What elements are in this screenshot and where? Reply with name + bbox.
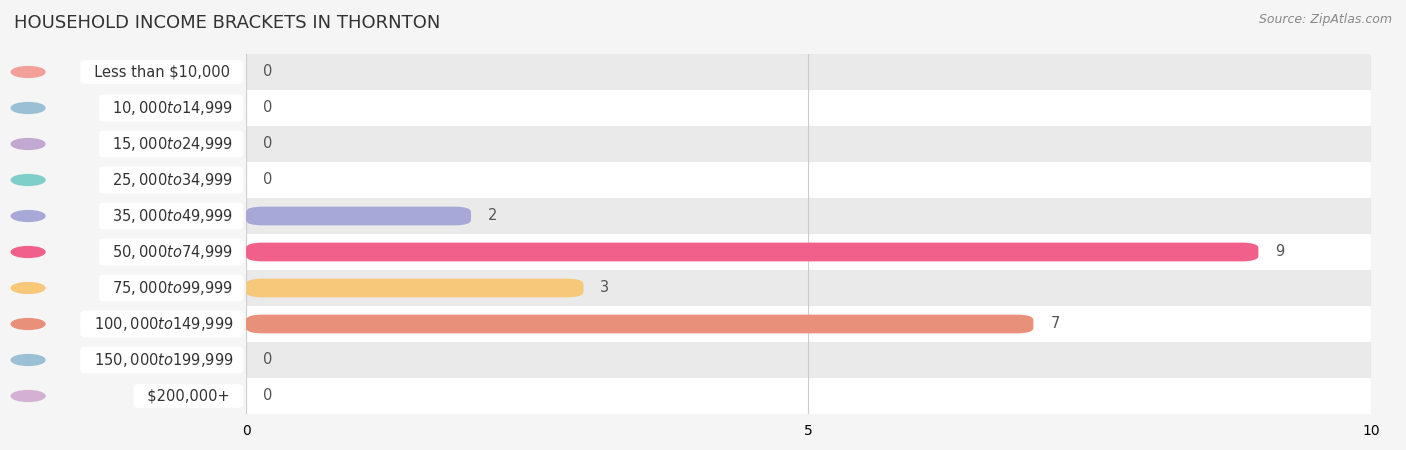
Text: 7: 7	[1050, 316, 1060, 332]
FancyBboxPatch shape	[246, 279, 583, 297]
Text: 0: 0	[263, 172, 273, 188]
Text: 0: 0	[263, 136, 273, 152]
Bar	[246, 126, 1371, 162]
Bar	[246, 90, 1371, 126]
Text: 3: 3	[600, 280, 609, 296]
Text: 0: 0	[263, 64, 273, 80]
Text: $200,000+: $200,000+	[138, 388, 239, 404]
Text: $100,000 to $149,999: $100,000 to $149,999	[84, 315, 239, 333]
Text: 0: 0	[263, 100, 273, 116]
Text: $150,000 to $199,999: $150,000 to $199,999	[84, 351, 239, 369]
Bar	[246, 234, 1371, 270]
Bar	[246, 306, 1371, 342]
Bar	[246, 198, 1371, 234]
FancyBboxPatch shape	[246, 243, 1258, 261]
Text: HOUSEHOLD INCOME BRACKETS IN THORNTON: HOUSEHOLD INCOME BRACKETS IN THORNTON	[14, 14, 440, 32]
Text: $25,000 to $34,999: $25,000 to $34,999	[103, 171, 239, 189]
Text: Source: ZipAtlas.com: Source: ZipAtlas.com	[1258, 14, 1392, 27]
FancyBboxPatch shape	[246, 207, 471, 225]
FancyBboxPatch shape	[246, 315, 1033, 333]
Text: 0: 0	[263, 388, 273, 404]
Text: $50,000 to $74,999: $50,000 to $74,999	[103, 243, 239, 261]
Bar	[246, 342, 1371, 378]
Bar	[246, 378, 1371, 414]
Text: 0: 0	[263, 352, 273, 368]
Text: $35,000 to $49,999: $35,000 to $49,999	[103, 207, 239, 225]
Text: $15,000 to $24,999: $15,000 to $24,999	[103, 135, 239, 153]
Text: Less than $10,000: Less than $10,000	[84, 64, 239, 80]
Bar	[246, 270, 1371, 306]
Text: $10,000 to $14,999: $10,000 to $14,999	[103, 99, 239, 117]
Text: $75,000 to $99,999: $75,000 to $99,999	[103, 279, 239, 297]
Text: 9: 9	[1275, 244, 1285, 260]
Bar	[246, 54, 1371, 90]
Text: 2: 2	[488, 208, 498, 224]
Bar	[246, 162, 1371, 198]
